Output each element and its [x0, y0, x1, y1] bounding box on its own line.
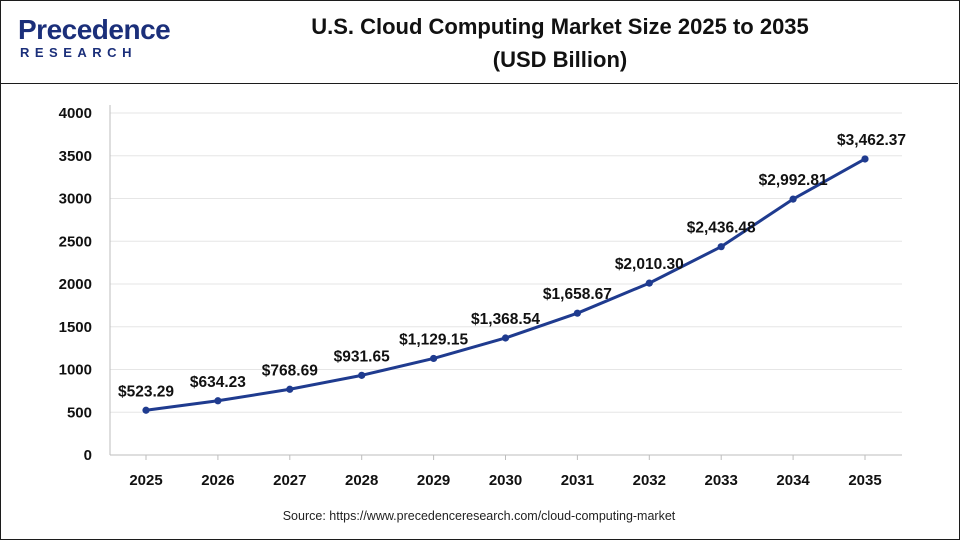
data-point	[142, 406, 150, 414]
data-point	[861, 155, 869, 163]
y-tick-label: 0	[84, 447, 92, 464]
chart-title-line1: U.S. Cloud Computing Market Size 2025 to…	[311, 14, 809, 39]
chart-title: U.S. Cloud Computing Market Size 2025 to…	[200, 10, 920, 76]
x-tick-label: 2027	[273, 472, 306, 489]
x-tick-label: 2035	[848, 472, 881, 489]
data-label: $1,129.15	[399, 331, 468, 348]
data-point	[573, 309, 582, 317]
data-label: $2,992.81	[759, 172, 828, 189]
data-point	[717, 243, 725, 251]
brand-name: Precedence	[18, 14, 171, 45]
header: Precedence RESEARCH U.S. Cloud Computing…	[0, 0, 958, 84]
brand-logo: Precedence RESEARCH	[14, 14, 171, 64]
data-point	[214, 397, 222, 405]
y-tick-label: 3500	[59, 148, 92, 165]
data-label: $634.23	[190, 374, 246, 391]
x-tick-label: 2031	[561, 472, 594, 489]
x-tick-label: 2032	[633, 472, 666, 489]
x-tick-label: 2029	[417, 472, 450, 489]
x-tick-label: 2028	[345, 472, 378, 489]
y-tick-label: 4000	[59, 105, 92, 122]
series-line	[145, 157, 866, 412]
data-label: $1,658.67	[543, 286, 612, 303]
data-label: $2,436.48	[687, 220, 756, 237]
y-tick-label: 1500	[59, 319, 92, 336]
data-point	[286, 385, 294, 393]
chart-title-line2: (USD Billion)	[492, 47, 628, 72]
brand-subname: RESEARCH	[20, 45, 137, 60]
y-tick-label: 1000	[59, 362, 92, 379]
y-tick-label: 2000	[59, 276, 92, 293]
x-tick-label: 2033	[705, 472, 738, 489]
data-point	[645, 279, 653, 287]
source-note: Source: https://www.precedenceresearch.c…	[282, 509, 676, 523]
data-label: $768.69	[262, 362, 318, 379]
data-label: $3,462.37	[837, 132, 906, 149]
x-tick-label: 2025	[129, 472, 162, 489]
line-chart: 0 500 1000 1500 2000 2500 3000 3500 4000 2025 2026…	[59, 105, 906, 489]
x-tick-label: 2026	[201, 472, 234, 489]
data-label: $931.65	[334, 348, 390, 365]
data-label: $523.29	[118, 383, 174, 400]
data-label: $1,368.54	[471, 311, 540, 328]
data-point	[501, 334, 510, 342]
y-tick-label: 3000	[59, 191, 92, 208]
x-tick-label: 2034	[776, 472, 810, 489]
x-tick-label: 2030	[489, 472, 522, 489]
data-label: $2,010.30	[615, 256, 684, 273]
y-tick-label: 2500	[59, 233, 92, 250]
y-tick-label: 500	[67, 404, 92, 421]
data-point	[789, 195, 797, 203]
data-point	[358, 371, 366, 379]
data-point	[430, 354, 438, 363]
